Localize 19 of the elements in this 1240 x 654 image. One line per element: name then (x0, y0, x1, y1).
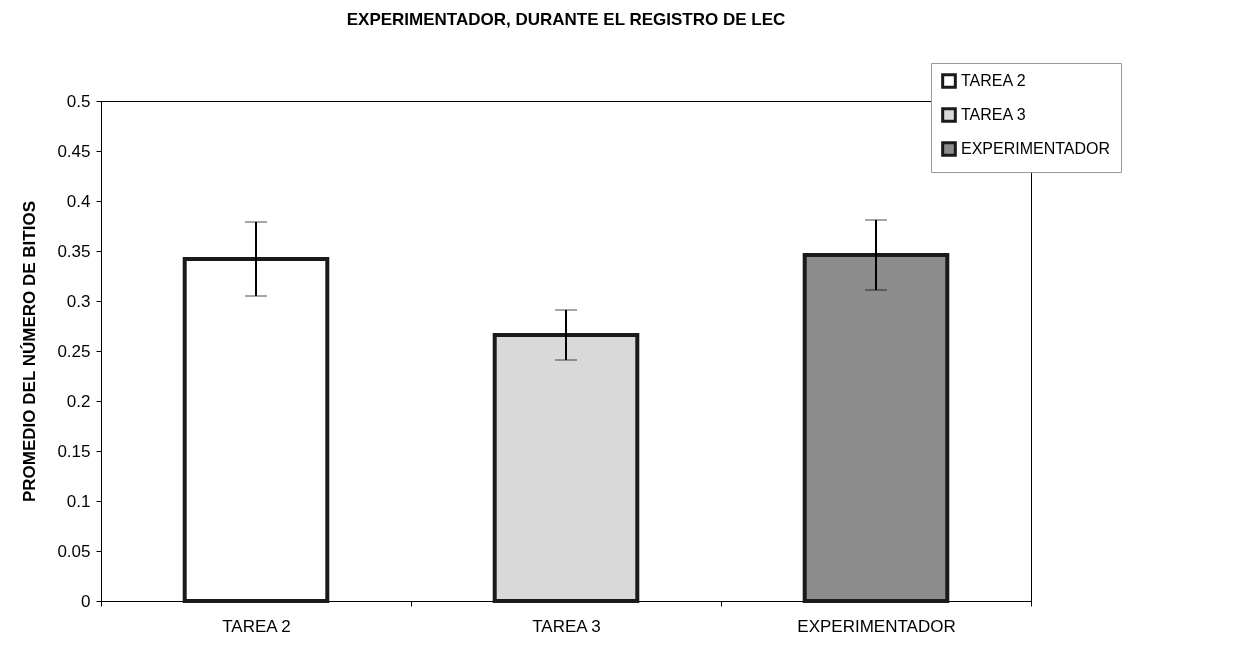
y-tick-label: 0.05 (57, 541, 91, 561)
y-axis-title: PROMEDIO DEL NÚMERO DE BITIOS (20, 201, 40, 502)
y-tick-label: 0 (81, 591, 91, 611)
y-tick-label: 0.1 (66, 491, 91, 511)
y-tick-label: 0.3 (66, 291, 91, 311)
chart-title: EXPERIMENTADOR, DURANTE EL REGISTRO DE LEC (346, 9, 786, 29)
y-tick-label: 0.25 (57, 341, 91, 361)
y-tick-label: 0.5 (66, 91, 91, 111)
y-tick-label: 0.2 (66, 391, 91, 411)
x-tick-label: TAREA 2 (222, 616, 291, 636)
legend-label: EXPERIMENTADOR (961, 140, 1111, 157)
y-tick-label: 0.35 (57, 241, 91, 261)
x-tick-label: TAREA 3 (532, 616, 601, 636)
legend-label: TAREA 3 (961, 106, 1026, 123)
y-tick-label: 0.45 (57, 141, 91, 161)
legend-label: TAREA 2 (961, 72, 1026, 89)
x-tick-label: EXPERIMENTADOR (797, 616, 956, 636)
y-tick-label: 0.15 (57, 441, 91, 461)
y-tick-label: 0.4 (66, 191, 91, 211)
